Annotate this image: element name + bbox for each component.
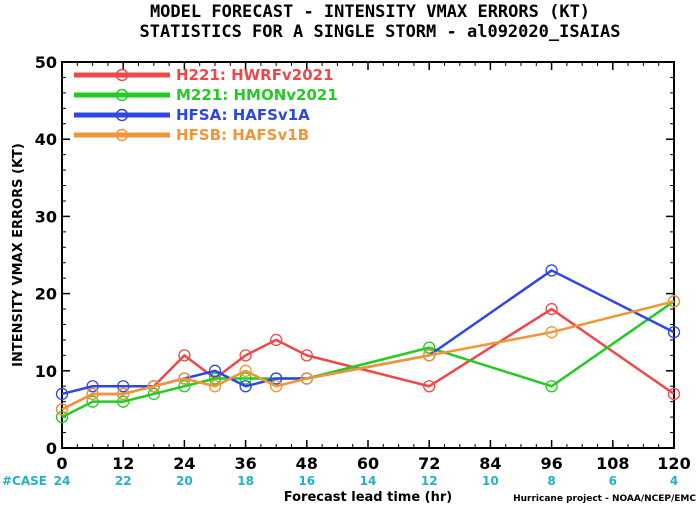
data-point [423, 380, 436, 393]
case-count: 8 [547, 474, 555, 488]
series-layer [55, 264, 681, 424]
x-tick-label: 48 [296, 454, 318, 473]
legend-marker [115, 88, 129, 102]
case-count: 14 [360, 474, 377, 488]
x-tick-label: 60 [357, 454, 379, 473]
data-point [239, 364, 252, 377]
legend-label: HFSA: HAFSv1A [176, 106, 310, 124]
case-count: 24 [54, 474, 71, 488]
legend-item: M221: HMONv2021 [74, 86, 338, 104]
data-point [300, 372, 313, 385]
x-tick-label: 24 [173, 454, 195, 473]
data-point [86, 395, 99, 408]
y-tick-label: 20 [35, 285, 57, 304]
legend: H221: HWRFv2021 M221: HMONv2021 HFSA: HAFS… [74, 66, 338, 144]
data-point [117, 387, 130, 401]
x-tick-label: 12 [112, 454, 134, 473]
data-point [423, 341, 436, 354]
series-1 [55, 295, 681, 424]
data-point [270, 380, 283, 393]
data-point [545, 302, 558, 316]
data-point [208, 372, 222, 385]
y-tick-label: 10 [35, 362, 57, 381]
legend-item: H221: HWRFv2021 [74, 66, 334, 84]
legend-marker [115, 108, 129, 122]
case-count: 20 [176, 474, 193, 488]
legend-label: H221: HWRFv2021 [176, 66, 334, 84]
data-point [178, 349, 191, 362]
case-count: 18 [237, 474, 254, 488]
x-axis-label: Forecast lead time (hr) [284, 490, 452, 505]
data-point [55, 410, 69, 424]
data-point [270, 333, 283, 347]
x-tick-label: 84 [479, 454, 501, 473]
case-count: 6 [609, 474, 617, 488]
legend-label: M221: HMONv2021 [176, 86, 338, 104]
y-tick-label: 0 [46, 439, 57, 458]
data-point [667, 387, 681, 401]
data-point [545, 264, 558, 277]
y-tick-label: 30 [35, 207, 57, 226]
data-point [239, 372, 252, 385]
data-point [86, 387, 99, 401]
case-count: 10 [482, 474, 499, 488]
legend-marker [115, 128, 129, 142]
data-point [545, 380, 558, 393]
y-axis-label: INTENSITY VMAX ERRORS (KT) [11, 143, 26, 367]
x-axis: 0 12 24 36 48 60 72 84 96 108 120 [56, 62, 691, 473]
x-tick-label: 120 [657, 454, 690, 473]
plot-frame [61, 61, 675, 449]
data-point [239, 380, 252, 393]
data-point [147, 387, 160, 401]
series-line [61, 269, 675, 396]
case-count: 12 [421, 474, 438, 488]
legend-item: HFSA: HAFSv1A [74, 106, 310, 124]
case-count: 4 [670, 474, 678, 488]
case-label: #CASE [2, 474, 47, 488]
data-point [55, 387, 69, 401]
data-point [147, 380, 160, 393]
y-tick-label: 40 [35, 130, 57, 149]
chart-title-line2: STATISTICS FOR A SINGLE STORM - al092020… [139, 22, 620, 42]
legend-item: HFSB: HAFSv1B [74, 126, 309, 144]
data-point [117, 380, 130, 393]
y-tick-label: 50 [35, 53, 57, 72]
x-tick-label: 36 [234, 454, 256, 473]
data-point [117, 395, 130, 408]
legend-marker [115, 68, 129, 82]
data-point [270, 372, 283, 385]
data-point [178, 372, 191, 385]
data-point [300, 349, 313, 362]
x-tick-label: 108 [596, 454, 629, 473]
data-point [239, 349, 252, 362]
x-tick-label: 0 [56, 454, 67, 473]
case-count: 22 [115, 474, 132, 488]
x-tick-label: 96 [540, 454, 562, 473]
data-point [545, 326, 558, 339]
data-point [208, 380, 222, 393]
case-counts: 24 22 20 18 16 14 12 10 8 6 4 [54, 474, 679, 488]
data-point [423, 349, 436, 362]
data-point [178, 380, 191, 393]
data-point [208, 364, 222, 377]
x-tick-label: 72 [418, 454, 440, 473]
legend-label: HFSB: HAFSv1B [176, 126, 309, 144]
data-point [55, 403, 69, 416]
series-3 [55, 295, 681, 416]
chart-title-line1: MODEL FORECAST - INTENSITY VMAX ERRORS (… [150, 2, 590, 22]
data-point [667, 326, 681, 339]
data-point [667, 295, 681, 308]
data-point [86, 380, 99, 393]
case-count: 16 [298, 474, 315, 488]
footer-credit: Hurricane project - NOAA/NCEP/EMC [513, 494, 696, 504]
